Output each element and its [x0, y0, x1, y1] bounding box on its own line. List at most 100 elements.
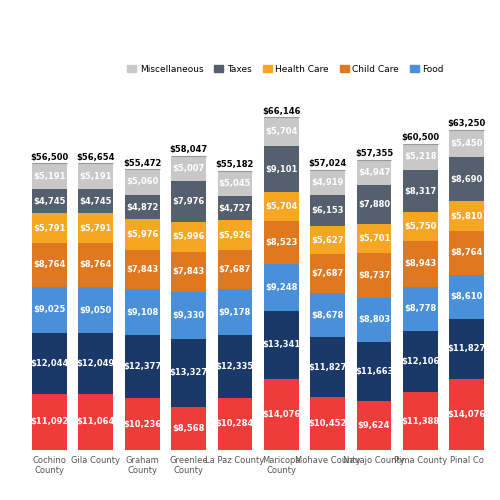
- Text: $8,737: $8,737: [358, 271, 390, 280]
- Bar: [78, 163, 113, 190]
- Bar: [171, 156, 206, 182]
- Bar: [403, 170, 438, 212]
- Bar: [356, 298, 392, 342]
- Bar: [218, 250, 252, 289]
- Text: $9,248: $9,248: [265, 283, 298, 292]
- Text: $5,045: $5,045: [218, 179, 251, 188]
- Text: $13,327: $13,327: [170, 368, 207, 378]
- Bar: [450, 378, 484, 450]
- Text: $60,500: $60,500: [402, 133, 440, 142]
- Text: $8,568: $8,568: [172, 424, 204, 433]
- Bar: [403, 212, 438, 241]
- Bar: [32, 214, 67, 242]
- Bar: [218, 398, 252, 450]
- Bar: [310, 293, 345, 337]
- Text: $9,025: $9,025: [33, 306, 66, 314]
- Bar: [218, 336, 252, 398]
- Text: $5,704: $5,704: [265, 127, 298, 136]
- Bar: [310, 337, 345, 397]
- Bar: [403, 286, 438, 331]
- Text: $58,047: $58,047: [170, 146, 207, 154]
- Text: $8,764: $8,764: [80, 260, 112, 270]
- Text: $8,317: $8,317: [404, 186, 436, 196]
- Text: $4,745: $4,745: [33, 197, 66, 206]
- Bar: [450, 275, 484, 319]
- Text: $9,101: $9,101: [265, 164, 298, 173]
- Text: $9,050: $9,050: [80, 306, 112, 314]
- Bar: [310, 226, 345, 254]
- Text: $55,182: $55,182: [216, 160, 254, 169]
- Text: $10,284: $10,284: [216, 420, 254, 428]
- Text: $4,919: $4,919: [312, 178, 344, 186]
- Bar: [125, 398, 160, 450]
- Text: $66,146: $66,146: [262, 106, 300, 116]
- Text: $5,791: $5,791: [80, 224, 112, 232]
- Text: $5,218: $5,218: [404, 152, 436, 162]
- Text: $55,472: $55,472: [123, 158, 162, 168]
- Bar: [356, 402, 392, 450]
- Text: $9,624: $9,624: [358, 421, 390, 430]
- Text: $7,843: $7,843: [126, 265, 158, 274]
- Bar: [310, 254, 345, 293]
- Bar: [450, 231, 484, 275]
- Bar: [171, 252, 206, 292]
- Text: $11,388: $11,388: [402, 416, 440, 426]
- Text: $4,727: $4,727: [218, 204, 251, 212]
- Bar: [310, 194, 345, 226]
- Text: $57,355: $57,355: [355, 149, 393, 158]
- Text: $5,976: $5,976: [126, 230, 158, 239]
- Text: $6,153: $6,153: [312, 206, 344, 214]
- Text: $9,178: $9,178: [219, 308, 251, 316]
- Bar: [264, 146, 298, 192]
- Text: $7,687: $7,687: [219, 265, 251, 274]
- Text: $8,690: $8,690: [450, 175, 483, 184]
- Text: $9,108: $9,108: [126, 308, 158, 317]
- Text: $8,803: $8,803: [358, 316, 390, 324]
- Bar: [125, 250, 160, 290]
- Text: $5,704: $5,704: [265, 202, 298, 211]
- Text: $7,843: $7,843: [172, 268, 204, 276]
- Text: $11,827: $11,827: [448, 344, 486, 354]
- Text: $5,810: $5,810: [450, 212, 483, 220]
- Bar: [125, 220, 160, 250]
- Bar: [171, 222, 206, 252]
- Bar: [125, 194, 160, 220]
- Text: $12,377: $12,377: [123, 362, 161, 372]
- Text: $57,024: $57,024: [308, 159, 347, 168]
- Text: $63,250: $63,250: [448, 119, 486, 128]
- Bar: [78, 333, 113, 394]
- Bar: [450, 202, 484, 231]
- Bar: [403, 331, 438, 392]
- Legend: Miscellaneous, Taxes, Health Care, Child Care, Food: Miscellaneous, Taxes, Health Care, Child…: [128, 64, 444, 74]
- Bar: [264, 311, 298, 378]
- Bar: [356, 224, 392, 254]
- Bar: [264, 221, 298, 264]
- Text: $5,791: $5,791: [33, 224, 66, 232]
- Text: $56,500: $56,500: [30, 152, 68, 162]
- Bar: [450, 158, 484, 202]
- Text: $8,610: $8,610: [450, 292, 483, 302]
- Text: $8,523: $8,523: [265, 238, 298, 247]
- Text: $4,947: $4,947: [358, 168, 390, 176]
- Text: $8,778: $8,778: [404, 304, 436, 314]
- Text: $7,976: $7,976: [172, 197, 204, 206]
- Bar: [171, 339, 206, 406]
- Bar: [171, 182, 206, 222]
- Bar: [450, 130, 484, 158]
- Text: $8,678: $8,678: [312, 310, 344, 320]
- Text: $12,335: $12,335: [216, 362, 254, 371]
- Text: $11,092: $11,092: [30, 418, 68, 426]
- Text: $13,341: $13,341: [262, 340, 300, 349]
- Text: $11,064: $11,064: [76, 418, 115, 426]
- Bar: [32, 394, 67, 450]
- Bar: [78, 214, 113, 242]
- Bar: [78, 394, 113, 450]
- Text: $5,996: $5,996: [172, 232, 204, 241]
- Text: $5,750: $5,750: [404, 222, 436, 231]
- Bar: [218, 289, 252, 336]
- Bar: [125, 169, 160, 194]
- Bar: [403, 392, 438, 450]
- Text: $5,701: $5,701: [358, 234, 390, 244]
- Text: $8,764: $8,764: [33, 260, 66, 270]
- Bar: [264, 378, 298, 450]
